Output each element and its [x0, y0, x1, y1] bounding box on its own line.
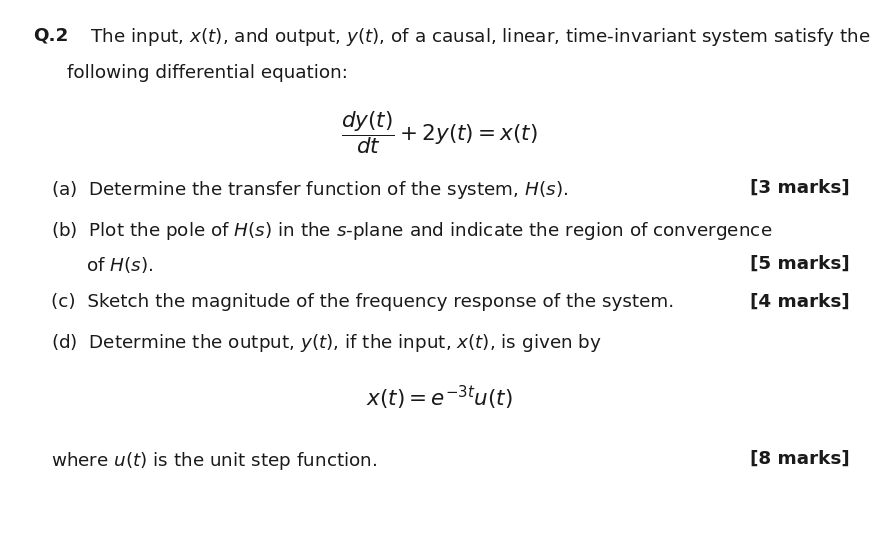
- Text: [8 marks]: [8 marks]: [750, 450, 849, 468]
- Text: (b)  Plot the pole of $H(s)$ in the $s$-plane and indicate the region of converg: (b) Plot the pole of $H(s)$ in the $s$-p…: [51, 220, 772, 241]
- Text: where $u(t)$ is the unit step function.: where $u(t)$ is the unit step function.: [51, 450, 377, 471]
- Text: $x(t) = e^{-3t}u(t)$: $x(t) = e^{-3t}u(t)$: [366, 384, 512, 413]
- Text: $\dfrac{dy(t)}{dt} + 2y(t) = x(t)$: $\dfrac{dy(t)}{dt} + 2y(t) = x(t)$: [341, 109, 537, 156]
- Text: [3 marks]: [3 marks]: [750, 179, 849, 197]
- Text: The input, $x(t)$, and output, $y(t)$, of a causal, linear, time-invariant syste: The input, $x(t)$, and output, $y(t)$, o…: [79, 26, 869, 48]
- Text: [5 marks]: [5 marks]: [750, 255, 849, 272]
- Text: (d)  Determine the output, $y(t)$, if the input, $x(t)$, is given by: (d) Determine the output, $y(t)$, if the…: [51, 332, 601, 354]
- Text: (c)  Sketch the magnitude of the frequency response of the system.: (c) Sketch the magnitude of the frequenc…: [51, 293, 673, 311]
- Text: [4 marks]: [4 marks]: [750, 293, 849, 311]
- Text: of $H(s)$.: of $H(s)$.: [86, 255, 153, 275]
- Text: following differential equation:: following differential equation:: [67, 64, 348, 82]
- Text: Q.2: Q.2: [33, 26, 68, 44]
- Text: (a)  Determine the transfer function of the system, $H(s)$.: (a) Determine the transfer function of t…: [51, 179, 567, 201]
